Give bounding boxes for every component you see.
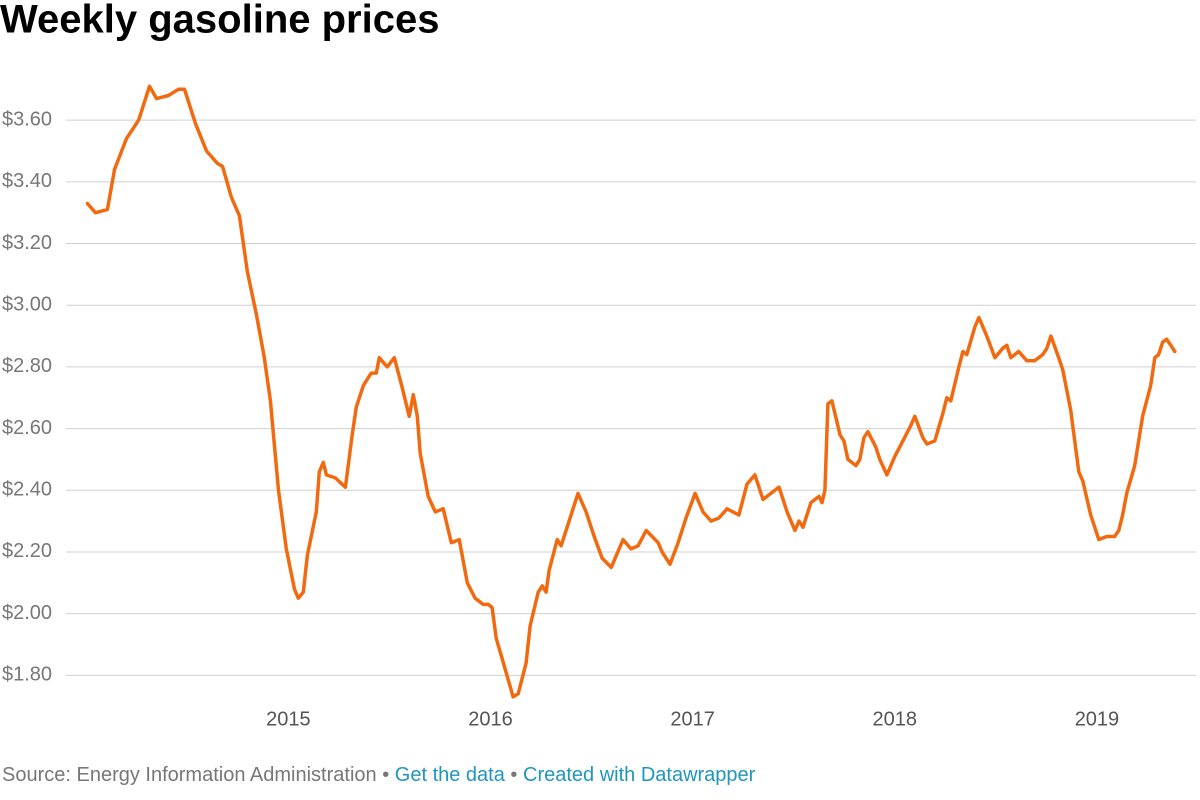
tick-label-bg: [0, 416, 64, 441]
datawrapper-link[interactable]: Created with Datawrapper: [523, 764, 756, 786]
x-tick-label: 2016: [468, 708, 513, 730]
tick-label-bg: [0, 663, 64, 688]
tick-label-bg: [0, 539, 64, 564]
y-tick-label: $2.00: [2, 602, 52, 624]
x-tick-label: 2019: [1075, 708, 1120, 730]
x-tick-label: 2018: [873, 708, 918, 730]
tick-label-bg: [0, 231, 64, 256]
get-data-link[interactable]: Get the data: [394, 764, 505, 786]
tick-label-bg: [0, 478, 64, 503]
tick-label-bg: [0, 108, 64, 133]
y-tick-label: $2.40: [2, 479, 52, 501]
tick-label-bg: [0, 293, 64, 318]
x-tick-label: 2015: [266, 708, 311, 730]
chart-title: Weekly gasoline prices: [0, 0, 439, 42]
tick-label-bg: [0, 354, 64, 379]
separator: •: [382, 764, 390, 786]
y-tick-label: $2.80: [2, 355, 52, 377]
y-tick-label: $3.20: [2, 232, 52, 254]
tick-label-bg: [0, 169, 64, 194]
y-tick-label: $3.60: [2, 108, 52, 130]
price-line: [85, 84, 1177, 699]
y-tick-label: $2.20: [2, 540, 52, 562]
separator: •: [510, 764, 518, 786]
y-tick-label: $2.60: [2, 417, 52, 439]
tick-label-bg: [0, 601, 64, 626]
x-tick-label: 2017: [670, 708, 715, 730]
y-tick-label: $3.00: [2, 294, 52, 316]
chart: Weekly gasoline prices $1.80 $2.00 $2.20 $2…: [0, 0, 1196, 730]
source: Source: Energy Information Administratio…: [2, 764, 377, 786]
y-tick-label: $1.80: [2, 664, 52, 686]
y-tick-label: $3.40: [2, 170, 52, 192]
footer: Source: Energy Information Administratio…: [2, 764, 755, 787]
